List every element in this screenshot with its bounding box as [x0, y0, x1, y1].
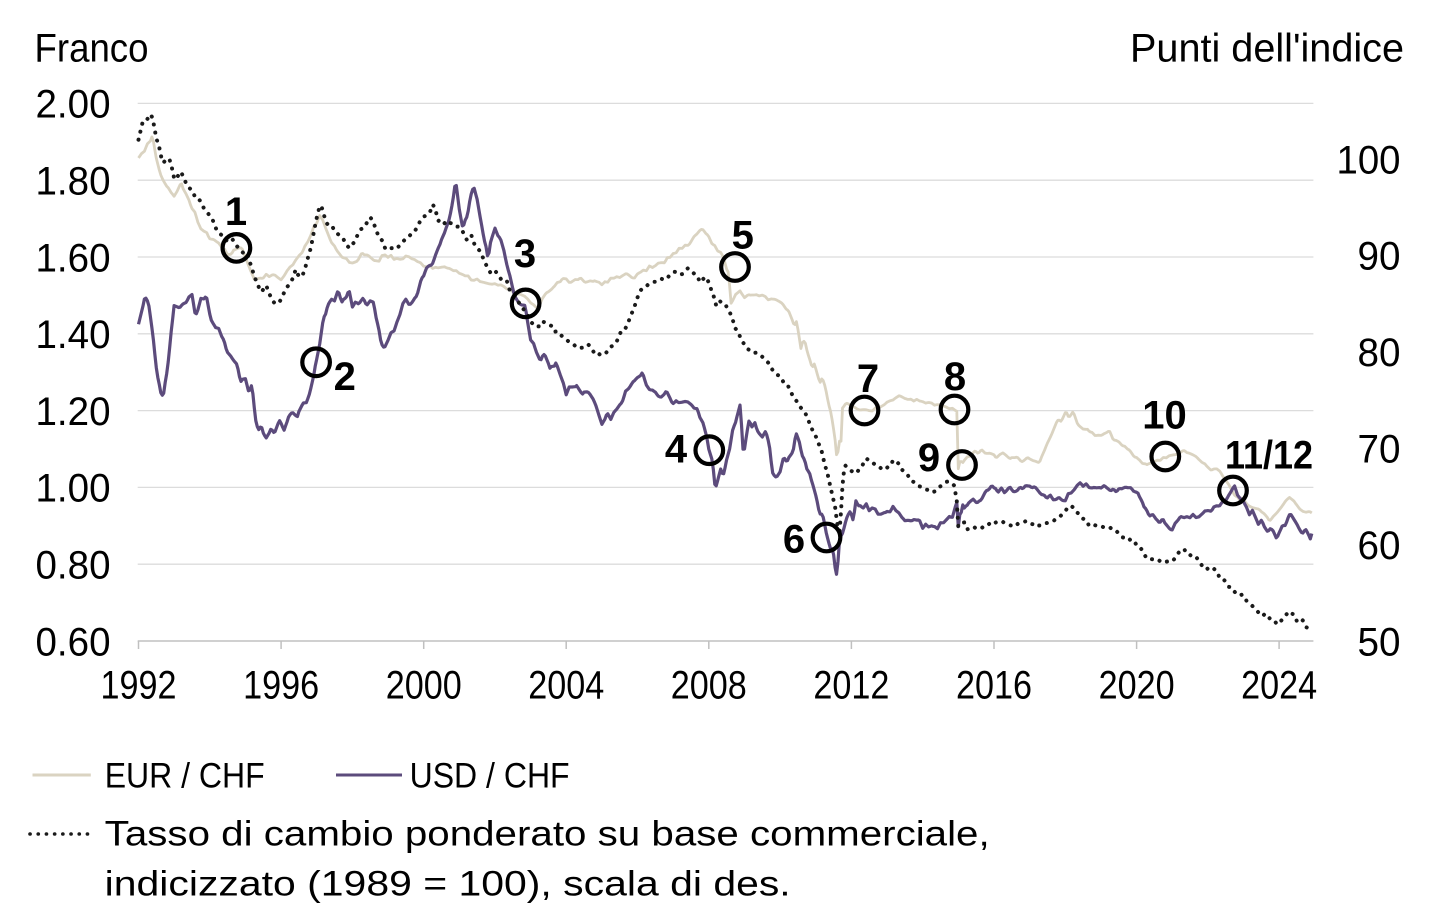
svg-text:11/12: 11/12 — [1225, 434, 1313, 478]
svg-text:3: 3 — [514, 232, 536, 276]
svg-text:1.60: 1.60 — [36, 236, 111, 280]
svg-text:5: 5 — [732, 214, 754, 258]
svg-text:60: 60 — [1358, 524, 1401, 568]
svg-text:6: 6 — [783, 518, 805, 562]
svg-text:8: 8 — [944, 355, 966, 399]
svg-text:1: 1 — [225, 190, 247, 234]
svg-text:1996: 1996 — [243, 664, 319, 708]
svg-text:1.40: 1.40 — [36, 313, 111, 357]
svg-text:9: 9 — [918, 436, 940, 480]
svg-text:2: 2 — [334, 355, 356, 399]
svg-text:2020: 2020 — [1099, 664, 1175, 708]
svg-text:Franco: Franco — [35, 27, 149, 71]
svg-text:0.80: 0.80 — [36, 544, 111, 588]
svg-text:2024: 2024 — [1241, 664, 1317, 708]
svg-text:1992: 1992 — [101, 664, 177, 708]
svg-text:EUR / CHF: EUR / CHF — [105, 757, 265, 796]
svg-text:100: 100 — [1337, 138, 1401, 182]
svg-text:2.00: 2.00 — [36, 83, 111, 127]
svg-text:2008: 2008 — [671, 664, 747, 708]
svg-text:1.00: 1.00 — [36, 467, 111, 511]
svg-text:10: 10 — [1142, 394, 1187, 438]
svg-text:Tasso di cambio ponderato su b: Tasso di cambio ponderato su base commer… — [105, 815, 990, 854]
svg-text:2004: 2004 — [528, 664, 604, 708]
svg-text:70: 70 — [1358, 428, 1401, 472]
svg-text:Punti dell'indice: Punti dell'indice — [1130, 27, 1404, 71]
svg-text:90: 90 — [1358, 235, 1401, 279]
svg-text:indicizzato (1989 = 100), scal: indicizzato (1989 = 100), scala di des. — [105, 865, 791, 904]
svg-text:50: 50 — [1358, 620, 1401, 664]
svg-text:1.20: 1.20 — [36, 390, 111, 434]
svg-text:4: 4 — [665, 428, 688, 472]
svg-text:7: 7 — [857, 357, 879, 401]
svg-text:2016: 2016 — [956, 664, 1032, 708]
svg-text:USD / CHF: USD / CHF — [410, 757, 570, 796]
svg-text:80: 80 — [1358, 331, 1401, 375]
svg-text:2000: 2000 — [386, 664, 462, 708]
svg-text:0.60: 0.60 — [36, 620, 111, 664]
svg-text:1.80: 1.80 — [36, 160, 111, 204]
svg-text:2012: 2012 — [813, 664, 889, 708]
